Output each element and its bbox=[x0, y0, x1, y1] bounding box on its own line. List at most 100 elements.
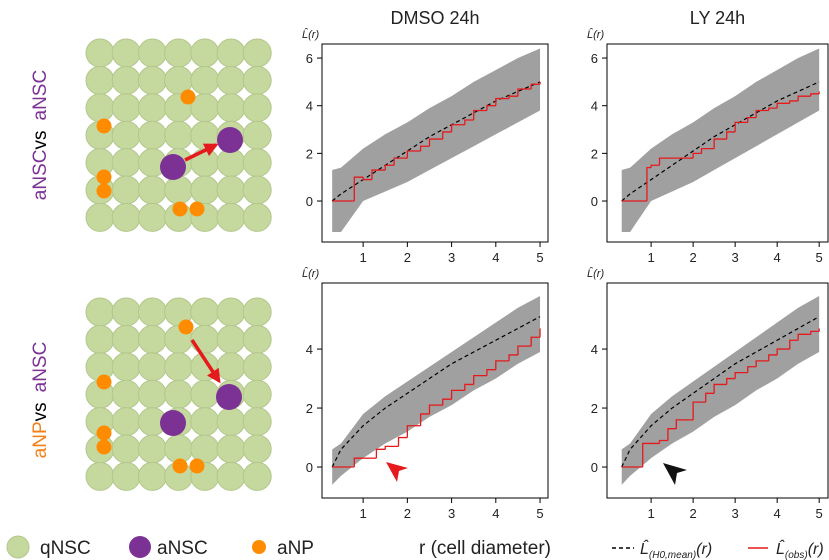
observed-step bbox=[375, 448, 386, 459]
x-tick-label: 5 bbox=[816, 250, 823, 265]
observed-step bbox=[658, 439, 668, 444]
cell bbox=[216, 93, 246, 123]
mean-line bbox=[621, 81, 820, 202]
x-tick-label: 2 bbox=[404, 250, 411, 265]
observed-step bbox=[486, 105, 496, 111]
cell bbox=[164, 175, 194, 205]
envelope bbox=[621, 48, 820, 232]
cell bbox=[216, 65, 246, 95]
mean-line bbox=[331, 316, 541, 468]
cell bbox=[242, 148, 272, 178]
cell bbox=[242, 93, 272, 123]
observed-step bbox=[768, 354, 778, 361]
observed-step bbox=[755, 360, 769, 367]
y-tick-label: 0 bbox=[306, 460, 313, 475]
observed-step bbox=[406, 150, 421, 159]
legend-label: aNP bbox=[277, 538, 314, 559]
cell bbox=[111, 407, 141, 437]
y-tick-label: 2 bbox=[591, 146, 598, 161]
observed-step bbox=[362, 177, 372, 181]
observed-step bbox=[650, 164, 660, 168]
row-label: aNPvsaNSC bbox=[30, 342, 51, 459]
cell bbox=[216, 324, 246, 354]
observed-step bbox=[397, 436, 408, 447]
y-axis-label: L̂(r) bbox=[587, 27, 604, 41]
cell bbox=[242, 65, 272, 95]
ansc-cell bbox=[217, 127, 243, 153]
row-label: aNSCvsaNSC bbox=[30, 70, 51, 200]
anp-cell bbox=[189, 201, 205, 217]
y-axis-label: L̂(r) bbox=[302, 27, 319, 41]
observed-step bbox=[700, 147, 715, 154]
cell bbox=[190, 65, 220, 95]
cell bbox=[242, 297, 272, 327]
cell bbox=[111, 65, 141, 95]
observed-step bbox=[473, 109, 487, 121]
observed-step bbox=[486, 369, 496, 376]
cell bbox=[111, 434, 141, 464]
observed-step bbox=[442, 131, 452, 140]
observed-step bbox=[768, 107, 778, 111]
plot-frame bbox=[321, 43, 549, 243]
observed-step bbox=[776, 102, 790, 109]
mean-line bbox=[331, 81, 541, 202]
y-tick-label: 4 bbox=[306, 99, 313, 114]
x-tick-label: 4 bbox=[492, 506, 499, 521]
x-tick-label: 3 bbox=[448, 250, 455, 265]
plot-frame bbox=[606, 43, 829, 243]
cell bbox=[216, 434, 246, 464]
observed-step bbox=[646, 167, 652, 202]
cell bbox=[85, 93, 115, 123]
anp-cell bbox=[96, 118, 112, 134]
y-axis-label: L̂(r) bbox=[587, 266, 604, 280]
y-tick-label: 2 bbox=[306, 401, 313, 416]
observed-step bbox=[419, 413, 430, 426]
anp-cell bbox=[172, 458, 188, 474]
observed-step bbox=[658, 157, 689, 166]
envelope bbox=[332, 48, 541, 232]
anp-cell bbox=[96, 374, 112, 390]
cell bbox=[137, 38, 167, 68]
observed-step bbox=[353, 176, 364, 202]
x-tick-label: 5 bbox=[816, 506, 823, 521]
observed-step bbox=[419, 145, 430, 151]
observed-step bbox=[495, 97, 510, 106]
observed-step bbox=[442, 398, 452, 406]
cell bbox=[242, 202, 272, 232]
annotation-arrowhead bbox=[663, 463, 687, 485]
envelope bbox=[621, 295, 820, 485]
mean-line bbox=[621, 316, 820, 468]
cell bbox=[216, 407, 246, 437]
observed-step bbox=[776, 348, 790, 355]
observed-step bbox=[464, 119, 474, 125]
cell bbox=[216, 297, 246, 327]
cell bbox=[216, 202, 246, 232]
anp-cell bbox=[96, 169, 112, 185]
cell bbox=[85, 38, 115, 68]
cell bbox=[137, 202, 167, 232]
observed-step bbox=[353, 457, 364, 468]
observed-step bbox=[406, 425, 421, 438]
observed-step bbox=[371, 169, 386, 180]
cell bbox=[111, 352, 141, 382]
annotation-arrowhead bbox=[386, 462, 408, 482]
cell bbox=[242, 461, 272, 491]
y-tick-label: 6 bbox=[306, 51, 313, 66]
observed-step bbox=[747, 116, 757, 123]
cell bbox=[111, 297, 141, 327]
y-tick-label: 2 bbox=[306, 146, 313, 161]
x-tick-label: 5 bbox=[536, 506, 543, 521]
cell bbox=[190, 148, 220, 178]
observed-step bbox=[726, 131, 736, 140]
y-tick-label: 4 bbox=[591, 342, 598, 357]
observed-step bbox=[508, 95, 518, 99]
cell bbox=[111, 324, 141, 354]
x-tick-label: 4 bbox=[774, 506, 781, 521]
observed-step bbox=[450, 124, 465, 132]
y-tick-label: 4 bbox=[591, 99, 598, 114]
cell bbox=[190, 379, 220, 409]
x-axis-label: r (cell diameter) bbox=[419, 538, 551, 559]
observed-step bbox=[755, 109, 769, 118]
observed-step bbox=[734, 121, 748, 132]
observed-step bbox=[692, 401, 706, 420]
